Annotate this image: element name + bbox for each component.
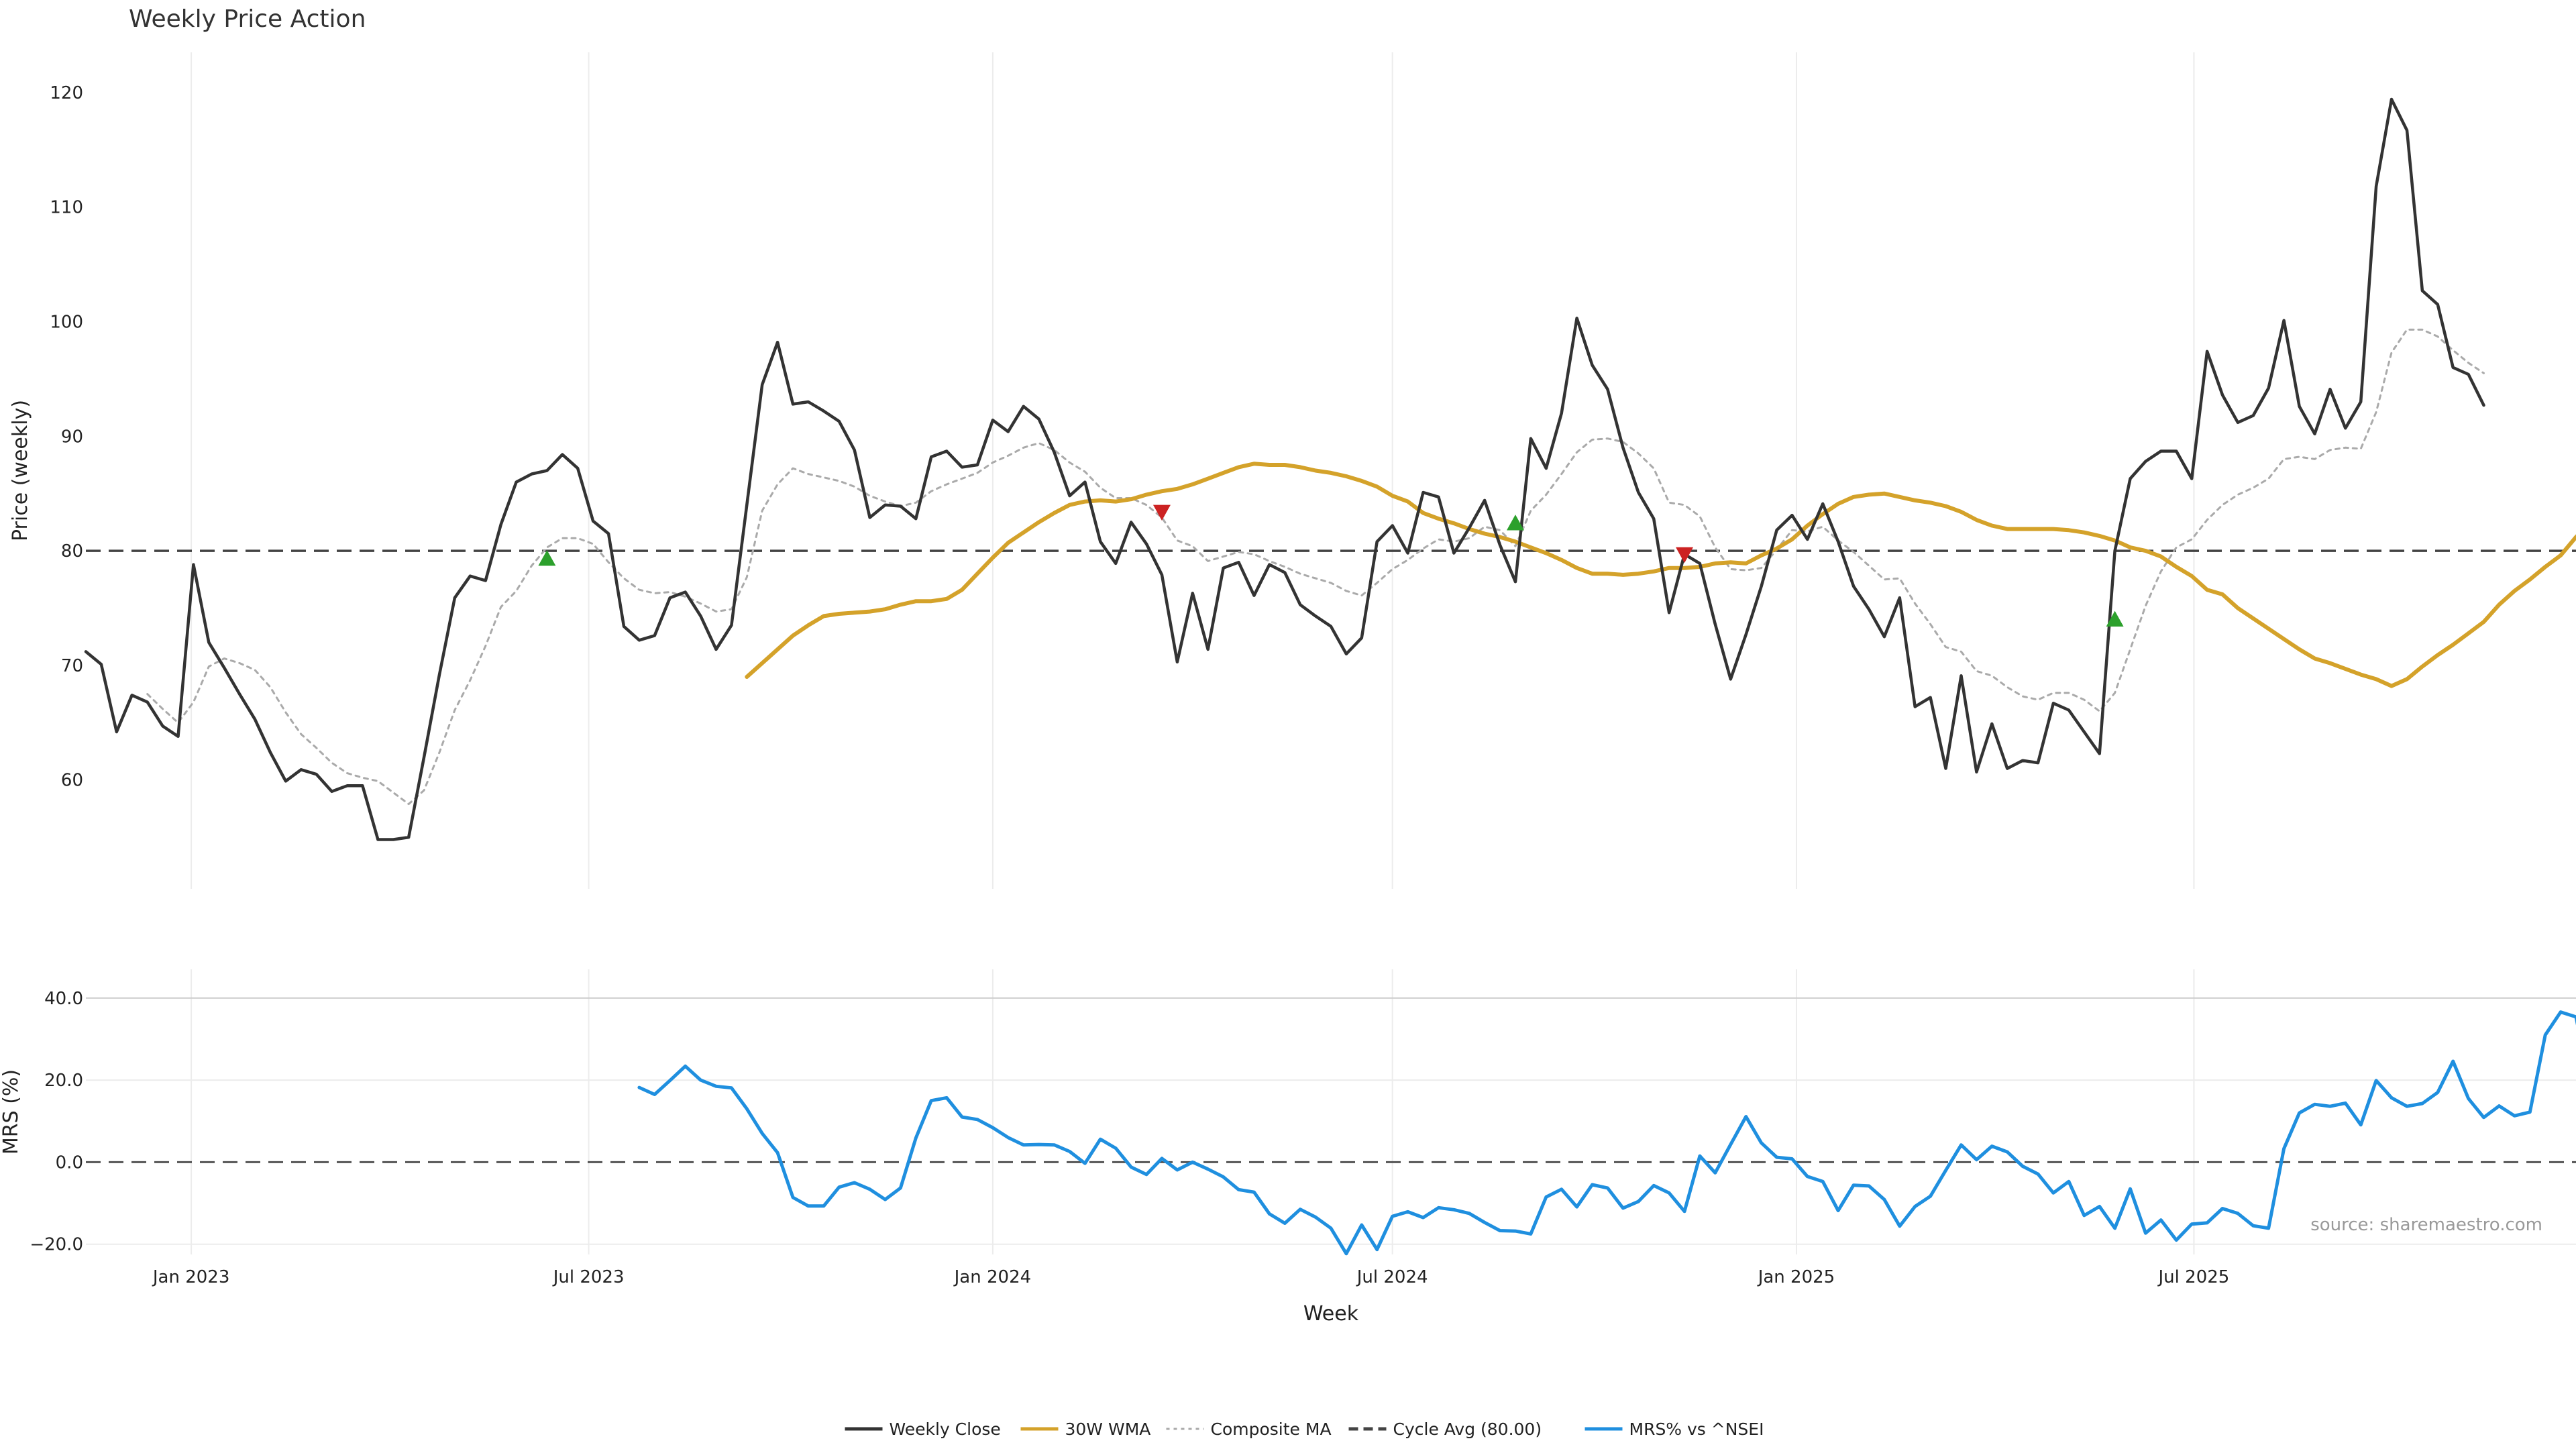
source-note: source: sharemaestro.com bbox=[2310, 1215, 2542, 1235]
price-panel: Weekly Price Action Price (weekly) 60 70 8… bbox=[9, 5, 2576, 889]
price-y-ticks: 60 70 80 90 100 110 120 bbox=[50, 83, 83, 791]
mrs-y-axis-label: MRS (%) bbox=[0, 1069, 23, 1155]
x-tick-label: Jan 2024 bbox=[953, 1267, 1032, 1287]
x-tick-label: Jan 2023 bbox=[152, 1267, 230, 1287]
mrs-gridlines bbox=[86, 969, 2576, 1254]
legend-item: Composite MA bbox=[1166, 1419, 1332, 1439]
sell-marker bbox=[1152, 504, 1171, 521]
legend-item: MRS% vs ^NSEI bbox=[1585, 1419, 1764, 1439]
price-y-tick-label: 70 bbox=[61, 656, 83, 676]
price-gridlines bbox=[191, 52, 2195, 889]
legend-label: Cycle Avg (80.00) bbox=[1393, 1419, 1542, 1439]
legend-label: Weekly Close bbox=[890, 1419, 1001, 1439]
legend-label: Composite MA bbox=[1211, 1419, 1332, 1439]
x-tick-label: Jan 2025 bbox=[1757, 1267, 1835, 1287]
price-y-tick-label: 100 bbox=[50, 312, 83, 332]
legend: Weekly Close 30W WMA Composite MA Cycle Avg… bbox=[845, 1419, 1764, 1439]
mrs-y-tick-label: −20.0 bbox=[30, 1235, 83, 1255]
legend-item: Weekly Close bbox=[845, 1419, 1001, 1439]
mrs-y-ticks: −20.0 0.0 20.0 40.0 bbox=[30, 989, 83, 1255]
legend-label: MRS% vs ^NSEI bbox=[1629, 1419, 1764, 1439]
price-y-tick-label: 60 bbox=[61, 771, 83, 791]
price-series-lines bbox=[84, 97, 2576, 841]
price-y-tick-label: 120 bbox=[50, 83, 83, 103]
mrs-y-tick-label: 20.0 bbox=[44, 1071, 83, 1091]
chart-title: Weekly Price Action bbox=[129, 5, 366, 33]
x-axis-label: Week bbox=[1303, 1302, 1359, 1326]
buy-marker bbox=[2106, 610, 2124, 627]
mrs-series-lines bbox=[86, 1010, 2576, 1256]
legend-item: Cycle Avg (80.00) bbox=[1348, 1419, 1542, 1439]
buy-marker bbox=[538, 550, 556, 566]
x-tick-label: Jul 2023 bbox=[552, 1267, 625, 1287]
price-y-axis-label: Price (weekly) bbox=[9, 400, 32, 541]
sell-marker bbox=[1676, 547, 1694, 564]
x-tick-label: Jul 2024 bbox=[1356, 1267, 1428, 1287]
x-axis-ticks: Jan 2023 Jul 2023 Jan 2024 Jul 2024 Jan 2025… bbox=[152, 1267, 2229, 1287]
signal-markers bbox=[538, 504, 2124, 627]
price-y-tick-label: 110 bbox=[50, 198, 83, 218]
mrs-y-tick-label: 40.0 bbox=[44, 989, 83, 1009]
x-tick-label: Jul 2025 bbox=[2157, 1267, 2230, 1287]
mrs-line bbox=[637, 1010, 2576, 1256]
legend-item: 30W WMA bbox=[1020, 1419, 1151, 1439]
price-y-tick-label: 90 bbox=[61, 427, 83, 447]
mrs-panel: MRS (%) −20.0 0.0 20.0 40.0 Jan 2023 Jul 202… bbox=[0, 969, 2576, 1326]
mrs-y-tick-label: 0.0 bbox=[56, 1152, 83, 1173]
composite-ma-line bbox=[146, 328, 2485, 806]
weekly-close-line bbox=[84, 97, 2485, 841]
legend-label: 30W WMA bbox=[1065, 1419, 1151, 1439]
price-y-tick-label: 80 bbox=[61, 541, 83, 561]
buy-marker bbox=[1506, 515, 1524, 531]
30w-wma-line bbox=[745, 462, 2576, 688]
